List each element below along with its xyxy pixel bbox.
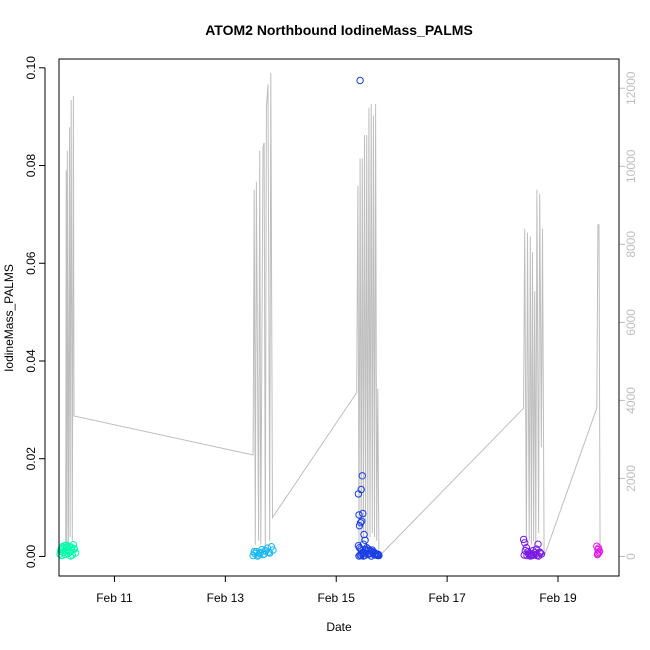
data-point-2-40 xyxy=(370,551,379,559)
data-point-2-2 xyxy=(357,485,365,494)
data-point-0-17 xyxy=(61,550,69,559)
plot-frame xyxy=(58,58,620,577)
x-axis-label: Date xyxy=(326,620,352,634)
data-point-2-44 xyxy=(359,552,368,560)
data-point-1-11 xyxy=(269,546,277,554)
points-layer xyxy=(56,76,604,560)
x-tick-label: Feb 11 xyxy=(96,591,133,605)
data-point-3-1 xyxy=(521,539,529,547)
data-point-2-5 xyxy=(359,509,367,518)
y-tick-label: 0.10 xyxy=(24,56,38,80)
data-point-1-16 xyxy=(256,549,264,558)
x-tick-label: Feb 15 xyxy=(318,591,356,605)
data-point-3-9 xyxy=(534,540,542,548)
data-point-2-8 xyxy=(356,519,365,527)
y-tick-label: 0.02 xyxy=(24,447,38,471)
data-point-3-22 xyxy=(534,552,543,560)
y-axis-label: IodineMass_PALMS xyxy=(2,264,16,372)
y-tick-label: 0.06 xyxy=(24,251,38,275)
data-point-4-6 xyxy=(594,549,602,558)
data-point-1-17 xyxy=(261,546,269,555)
data-point-1-14 xyxy=(264,548,273,556)
data-point-3-21 xyxy=(531,550,539,559)
y2-tick-label: 8000 xyxy=(624,231,638,258)
y2-tick-label: 0 xyxy=(624,553,638,560)
data-point-0-21 xyxy=(70,544,78,553)
axes-layer: 0.00 0.02 0.04 0.06 0.08 0.10 Feb 11 Feb 13 Feb … xyxy=(24,56,638,605)
altitude-layer xyxy=(65,72,601,558)
y2-tick-label: 2000 xyxy=(624,465,638,492)
chart-title: ATOM2 Northbound IodineMass_PALMS xyxy=(205,22,473,38)
data-point-2-0 xyxy=(356,76,364,85)
data-point-2-41 xyxy=(374,551,382,560)
data-point-2-9 xyxy=(360,530,368,539)
data-point-2-4 xyxy=(355,511,363,519)
data-point-0-24 xyxy=(66,552,75,560)
y-tick-label: 0.04 xyxy=(24,349,38,373)
data-point-2-10 xyxy=(361,536,369,544)
altitude-line xyxy=(65,72,601,558)
x-tick-label: Feb 13 xyxy=(207,591,245,605)
y-tick-label: 0.00 xyxy=(24,544,38,568)
data-point-3-0 xyxy=(519,535,528,544)
y2-tick-label: 4000 xyxy=(624,387,638,414)
data-point-0-19 xyxy=(65,548,74,556)
data-point-2-6 xyxy=(358,517,366,525)
x-tick-label: Feb 17 xyxy=(428,591,466,605)
x-tick-label: Feb 19 xyxy=(539,591,577,605)
data-point-0-23 xyxy=(62,541,70,549)
data-point-2-3 xyxy=(358,472,366,480)
y2-tick-label: 12000 xyxy=(624,71,638,105)
y2-tick-label: 10000 xyxy=(624,149,638,183)
y2-tick-label: 6000 xyxy=(624,309,638,336)
data-point-0-0 xyxy=(56,550,64,558)
y-tick-label: 0.08 xyxy=(24,154,38,178)
